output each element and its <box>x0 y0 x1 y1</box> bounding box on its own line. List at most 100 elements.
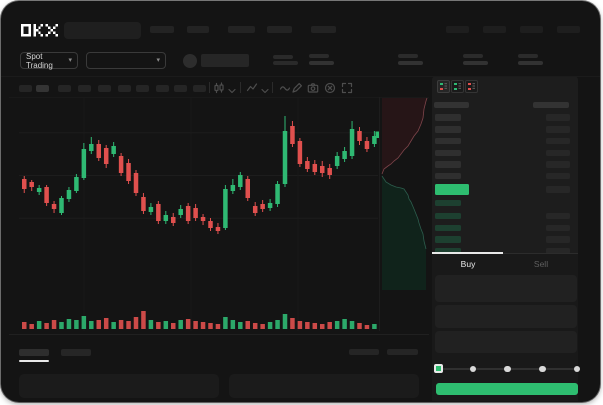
slider-stop[interactable] <box>539 365 546 372</box>
timeframe-tab[interactable] <box>118 84 131 92</box>
bid-price-bar <box>435 199 461 206</box>
stat-value <box>398 60 423 65</box>
okx-logo[interactable] <box>21 24 58 37</box>
bid-amount-bar <box>546 236 570 243</box>
buy-submit-button[interactable] <box>436 382 578 395</box>
slider-stop[interactable] <box>504 365 511 372</box>
ask-price-bar <box>435 172 461 179</box>
timeframe-tab[interactable] <box>58 84 71 92</box>
stat-value <box>518 60 543 65</box>
fullscreen-icon[interactable] <box>341 82 353 94</box>
menu-line <box>273 61 298 65</box>
book-header-bar <box>533 102 569 108</box>
nav-item[interactable] <box>557 26 580 33</box>
ask-price-bar <box>435 149 461 156</box>
tab-sell[interactable]: Sell <box>533 258 549 269</box>
ask-amount-bar <box>546 172 570 179</box>
history-tab[interactable] <box>19 349 49 356</box>
line-tool-icon[interactable] <box>279 82 291 94</box>
bid-price-bar <box>435 212 461 219</box>
chevron-down-icon[interactable] <box>226 85 238 97</box>
camera-icon[interactable] <box>307 82 319 94</box>
candle-style-icon[interactable] <box>213 82 225 94</box>
timeframe-tab[interactable] <box>136 84 149 92</box>
last-price-bar <box>435 184 469 195</box>
ask-price-bar <box>435 126 461 133</box>
bottom-panel <box>19 374 219 398</box>
stat-value <box>309 60 334 65</box>
nav-item[interactable] <box>311 26 336 33</box>
nav-item[interactable] <box>150 26 174 33</box>
bid-price-bar <box>435 224 461 231</box>
remove-drawings-icon[interactable] <box>324 82 336 94</box>
bid-amount-bar <box>546 247 570 254</box>
ask-amount-bar <box>546 126 570 133</box>
timeframe-tab[interactable] <box>193 84 206 92</box>
nav-item[interactable] <box>446 26 469 33</box>
total-field[interactable] <box>435 331 577 353</box>
chevron-down-icon: ▾ <box>156 57 160 64</box>
timeframe-tab[interactable] <box>36 84 49 92</box>
bid-amount-bar <box>546 212 570 219</box>
bid-price-bar <box>435 236 461 243</box>
book-header-bar <box>434 102 469 108</box>
bid-amount-bar <box>546 224 570 231</box>
divider <box>9 334 429 335</box>
buy-tab-indicator <box>432 252 503 254</box>
menu-line <box>273 55 293 59</box>
slider-stop[interactable] <box>469 365 476 372</box>
nav-item[interactable] <box>483 26 506 33</box>
history-tab[interactable] <box>61 349 91 356</box>
divider <box>379 97 380 331</box>
last-price-amount-bar <box>546 186 570 193</box>
timeframe-tab[interactable] <box>174 84 187 92</box>
ask-price-bar <box>435 161 461 168</box>
divider <box>1 76 600 77</box>
book-layout-both-icon[interactable] <box>437 80 450 93</box>
spot-trading-label: Spot Trading <box>26 51 53 70</box>
token-icon <box>183 54 197 68</box>
active-tab-underline <box>19 360 49 362</box>
stat-label <box>463 53 483 58</box>
spot-trading-dropdown[interactable]: Spot Trading ▾ <box>20 51 78 70</box>
range-selector[interactable] <box>387 349 418 355</box>
book-layout-asks-icon[interactable] <box>465 80 478 93</box>
tab-buy[interactable]: Buy <box>460 258 476 269</box>
stat-label <box>518 53 538 58</box>
nav-item[interactable] <box>228 26 255 33</box>
range-selector[interactable] <box>349 349 379 355</box>
stat-label <box>398 53 418 58</box>
amount-field[interactable] <box>435 305 577 328</box>
timeframe-tab[interactable] <box>19 84 32 92</box>
toolbar-divider <box>240 82 241 93</box>
chevron-down-icon[interactable] <box>259 85 271 97</box>
ask-amount-bar <box>546 161 570 168</box>
tab-divider <box>432 253 578 254</box>
nav-item[interactable] <box>187 26 209 33</box>
timeframe-tab[interactable] <box>98 84 111 92</box>
divider <box>9 97 429 98</box>
price-field[interactable] <box>435 275 577 302</box>
indicators-icon[interactable] <box>246 82 258 94</box>
ask-amount-bar <box>546 149 570 156</box>
ask-amount-bar <box>546 114 570 121</box>
timeframe-tab[interactable] <box>78 84 91 92</box>
pair-selector-dropdown[interactable]: ▾ <box>86 52 166 69</box>
slider-handle[interactable] <box>433 364 443 373</box>
book-layout-bids-icon[interactable] <box>451 80 464 93</box>
nav-item[interactable] <box>267 26 292 33</box>
timeframe-tab[interactable] <box>156 84 169 92</box>
nav-item[interactable] <box>520 26 543 33</box>
stat-value <box>463 60 488 65</box>
slider-stop[interactable] <box>573 365 581 372</box>
bottom-panel <box>229 374 419 398</box>
search-input[interactable] <box>64 22 141 39</box>
toolbar-divider <box>272 82 273 93</box>
chevron-down-icon: ▾ <box>68 57 72 64</box>
pencil-icon[interactable] <box>291 82 303 94</box>
ask-amount-bar <box>546 137 570 144</box>
bid-price-bar <box>435 247 461 254</box>
ask-price-bar <box>435 137 461 144</box>
